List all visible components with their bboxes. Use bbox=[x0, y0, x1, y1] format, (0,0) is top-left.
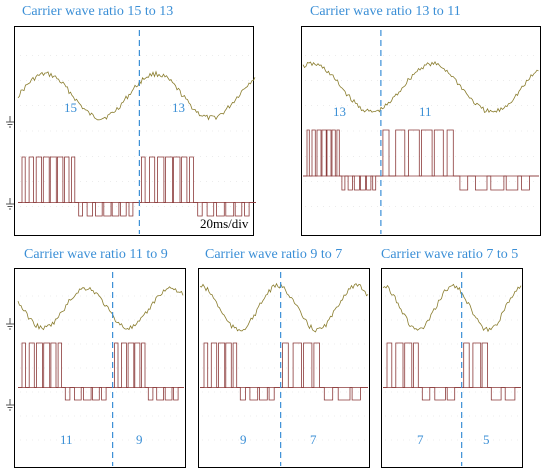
pulse-waveform bbox=[303, 129, 539, 191]
current-waveform bbox=[17, 70, 256, 121]
ratio-before-label: 9 bbox=[240, 432, 247, 447]
waveform-plot: 13 11 bbox=[302, 30, 539, 234]
ratio-before-label: 11 bbox=[60, 432, 73, 447]
panel-title: Carrier wave ratio 15 to 13 bbox=[22, 4, 174, 19]
ratio-after-label: 9 bbox=[136, 432, 143, 447]
ratio-before-label: 15 bbox=[64, 100, 77, 115]
ratio-after-label: 13 bbox=[172, 100, 185, 115]
panel-title: Carrier wave ratio 9 to 7 bbox=[205, 247, 343, 262]
ratio-before-label: 7 bbox=[417, 432, 424, 447]
ratio-after-label: 5 bbox=[483, 432, 490, 447]
ratio-after-label: 7 bbox=[310, 432, 317, 447]
time-scale-label: 20ms/div bbox=[200, 216, 249, 231]
current-waveform bbox=[199, 282, 369, 333]
current-waveform bbox=[382, 283, 522, 333]
waveform-plot: 11 9 bbox=[6, 272, 184, 466]
panel-title: Carrier wave ratio 7 to 5 bbox=[381, 247, 519, 262]
current-waveform bbox=[302, 60, 539, 113]
pulse-waveform bbox=[200, 342, 368, 401]
waveform-plot: 15 13 20ms/div bbox=[6, 30, 256, 234]
current-waveform bbox=[17, 286, 184, 331]
ratio-before-label: 13 bbox=[333, 104, 346, 119]
pulse-waveform bbox=[18, 342, 184, 401]
ratio-after-label: 11 bbox=[419, 104, 432, 119]
panel-title: Carrier wave ratio 11 to 9 bbox=[24, 247, 168, 262]
pulse-waveform bbox=[18, 156, 256, 217]
pulse-waveform bbox=[383, 342, 521, 401]
panel-title: Carrier wave ratio 13 to 11 bbox=[310, 4, 461, 19]
